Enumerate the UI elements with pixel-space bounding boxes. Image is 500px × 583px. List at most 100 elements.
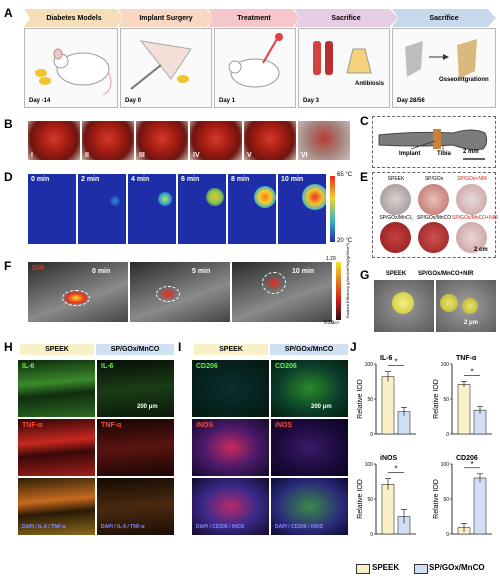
thermal-image-3: 4 min (128, 174, 176, 244)
fluor-spot-3 (262, 272, 286, 294)
culture-label-1: SPEEK (387, 176, 405, 182)
surgery-label-5: V (247, 152, 252, 159)
h-il6-label-2: IL-6 (101, 363, 114, 370)
i-header-left: SPEEK (194, 344, 268, 355)
timeline-step-diabetes: Diabetes Models (24, 9, 124, 27)
legend-swatch-speek (356, 564, 370, 574)
surgery-photo-3: III (136, 121, 188, 160)
culture-label-3: SP/GOx+NIR (457, 176, 487, 182)
surgery-photo-2: II (82, 121, 134, 160)
panel-label-h: H (4, 340, 13, 354)
h-tnf-label-2: TNF-α (101, 422, 122, 429)
day-label-2: Day 0 (125, 98, 142, 104)
fluor-image-1: DiR 0 min (28, 262, 128, 322)
h-header-left: SPEEK (20, 344, 94, 355)
day-label-4: Day 3 (303, 98, 320, 104)
thermal-image-4: 6 min (178, 174, 226, 244)
thermal-colorbar (330, 176, 335, 242)
sem-scale: 2 μm (464, 320, 479, 326)
surgery-photo-1: I (28, 121, 80, 160)
tibia-label: Tibia (437, 151, 451, 157)
chart-ticklabel-3-2: 100 (441, 462, 450, 468)
bar-charts: IL-6 0 50 100 Relative IOD * TNF-α 0 50 100 Relati… (357, 355, 492, 538)
chart-ylabel-2: Relative IOD (357, 479, 364, 519)
chart-ylabel-1: Relative IOD (433, 379, 440, 419)
i-cd206-label-2: CD206 (275, 363, 297, 370)
chart-ticklabel-3-1: 50 (443, 497, 449, 503)
h-tnf-mnco: TNF-α (97, 419, 174, 476)
chart-ticklabel-1-1: 50 (443, 397, 449, 403)
h-merge-speek: DAPI / IL-6 / TNF-α (18, 478, 95, 535)
h-header-right: SP/GOx/MnCO (96, 344, 174, 355)
fluor-colorbar (336, 262, 341, 320)
h-il6-speek: IL-6 (18, 360, 95, 417)
culture-dish-4 (380, 222, 411, 253)
culture-dish-3 (456, 184, 487, 215)
fluor-dye-label: DiR (32, 265, 45, 272)
chart-ticklabel-0-0: 0 (370, 432, 373, 438)
chart-bar-1-0 (457, 383, 471, 435)
chart-bar-0-0 (381, 376, 395, 435)
legend-swatch-mnco (414, 564, 428, 574)
sem-label-right: SP/GOx/MnCO+NIR (418, 271, 474, 277)
h-merge-mnco: DAPI / IL-6 / TNF-α (97, 478, 174, 535)
h-il6-mnco: IL-6 200 μm (97, 360, 174, 417)
fluor-spot-1 (62, 290, 90, 306)
tibia-drawing (378, 129, 488, 160)
sem-bacteria-1 (392, 292, 414, 314)
chart-ticklabel-1-2: 100 (441, 362, 450, 368)
chart-title-1: TNF-α (456, 355, 477, 362)
implant-label: Implant (399, 151, 421, 157)
timeline-box-5: Osseointgrationn Day 28/56 (392, 28, 496, 108)
panel-label-d: D (4, 170, 13, 184)
chart-ticklabel-2-0: 0 (370, 532, 373, 538)
i-inos-speek: iNOS (192, 419, 269, 476)
sem-image-right: 2 μm (436, 280, 496, 332)
culture-label-5: SP/GOx/MnCO (416, 215, 452, 221)
culture-dish-2 (418, 184, 449, 215)
antibiosis-illustration (313, 41, 372, 75)
surgery-illustration (130, 40, 192, 90)
chart-title-2: iNOS (380, 455, 397, 462)
culture-dish-6 (456, 222, 487, 253)
thermal-min: 20 °C (337, 238, 353, 244)
thermal-time-1: 0 min (31, 176, 50, 183)
mouse-illustration-1 (35, 48, 112, 96)
chart-ylabel-3: Relative IOD (433, 479, 440, 519)
surgery-photo-5: V (244, 121, 296, 160)
sem-bacteria-2 (440, 294, 458, 312)
legend-label-speek: SPEEK (372, 563, 400, 572)
chart-ticklabel-0-1: 50 (367, 397, 373, 403)
chart-sigstar-1: * (470, 368, 473, 377)
thermal-max: 65 °C (337, 172, 353, 178)
i-inos-label-2: iNOS (275, 422, 293, 429)
panel-label-j: J (350, 340, 357, 354)
thermal-image-6: 10 min (278, 174, 326, 244)
timeline-box-3: Day 1 (214, 28, 296, 108)
culture-scale: 2 cm (474, 247, 488, 253)
day-label-1: Day -14 (29, 98, 51, 104)
i-header-right: SP/GOx/MnCO (270, 344, 348, 355)
h-tnf-speek: TNF-α (18, 419, 95, 476)
legend-label-mnco: SP/GOx/MnCO (429, 563, 485, 572)
i-merge-mnco: DAPI / CD206 / iNOS (271, 478, 348, 535)
thermal-time-4: 6 min (181, 176, 200, 183)
fluor-min: 0.20 (324, 320, 334, 326)
day-label-3: Day 1 (219, 98, 236, 104)
timeline-box-2: Day 0 (120, 28, 212, 108)
fluor-time-2: 5 min (192, 268, 211, 275)
chart-sigstar-2: * (394, 465, 397, 474)
i-inos-mnco: iNOS (271, 419, 348, 476)
timeline-step-sacrifice-2: Sacrifice (392, 9, 496, 27)
timeline-box-4: Antibiosis Day 3 (298, 28, 390, 108)
culture-label-2: SP/GOx (424, 176, 444, 182)
implant-scale: 2 mm (463, 149, 479, 155)
h-scale: 200 μm (137, 404, 158, 410)
chart-ticklabel-2-1: 50 (367, 497, 373, 503)
surgery-label-3: III (139, 152, 145, 159)
panel-label-f: F (4, 259, 12, 273)
chart-bar-1-1 (473, 409, 487, 435)
h-merge-label-1: DAPI / IL-6 / TNF-α (22, 524, 66, 530)
fluor-max: 1.20 (326, 256, 336, 262)
chart-ticklabel-1-0: 0 (446, 432, 449, 438)
